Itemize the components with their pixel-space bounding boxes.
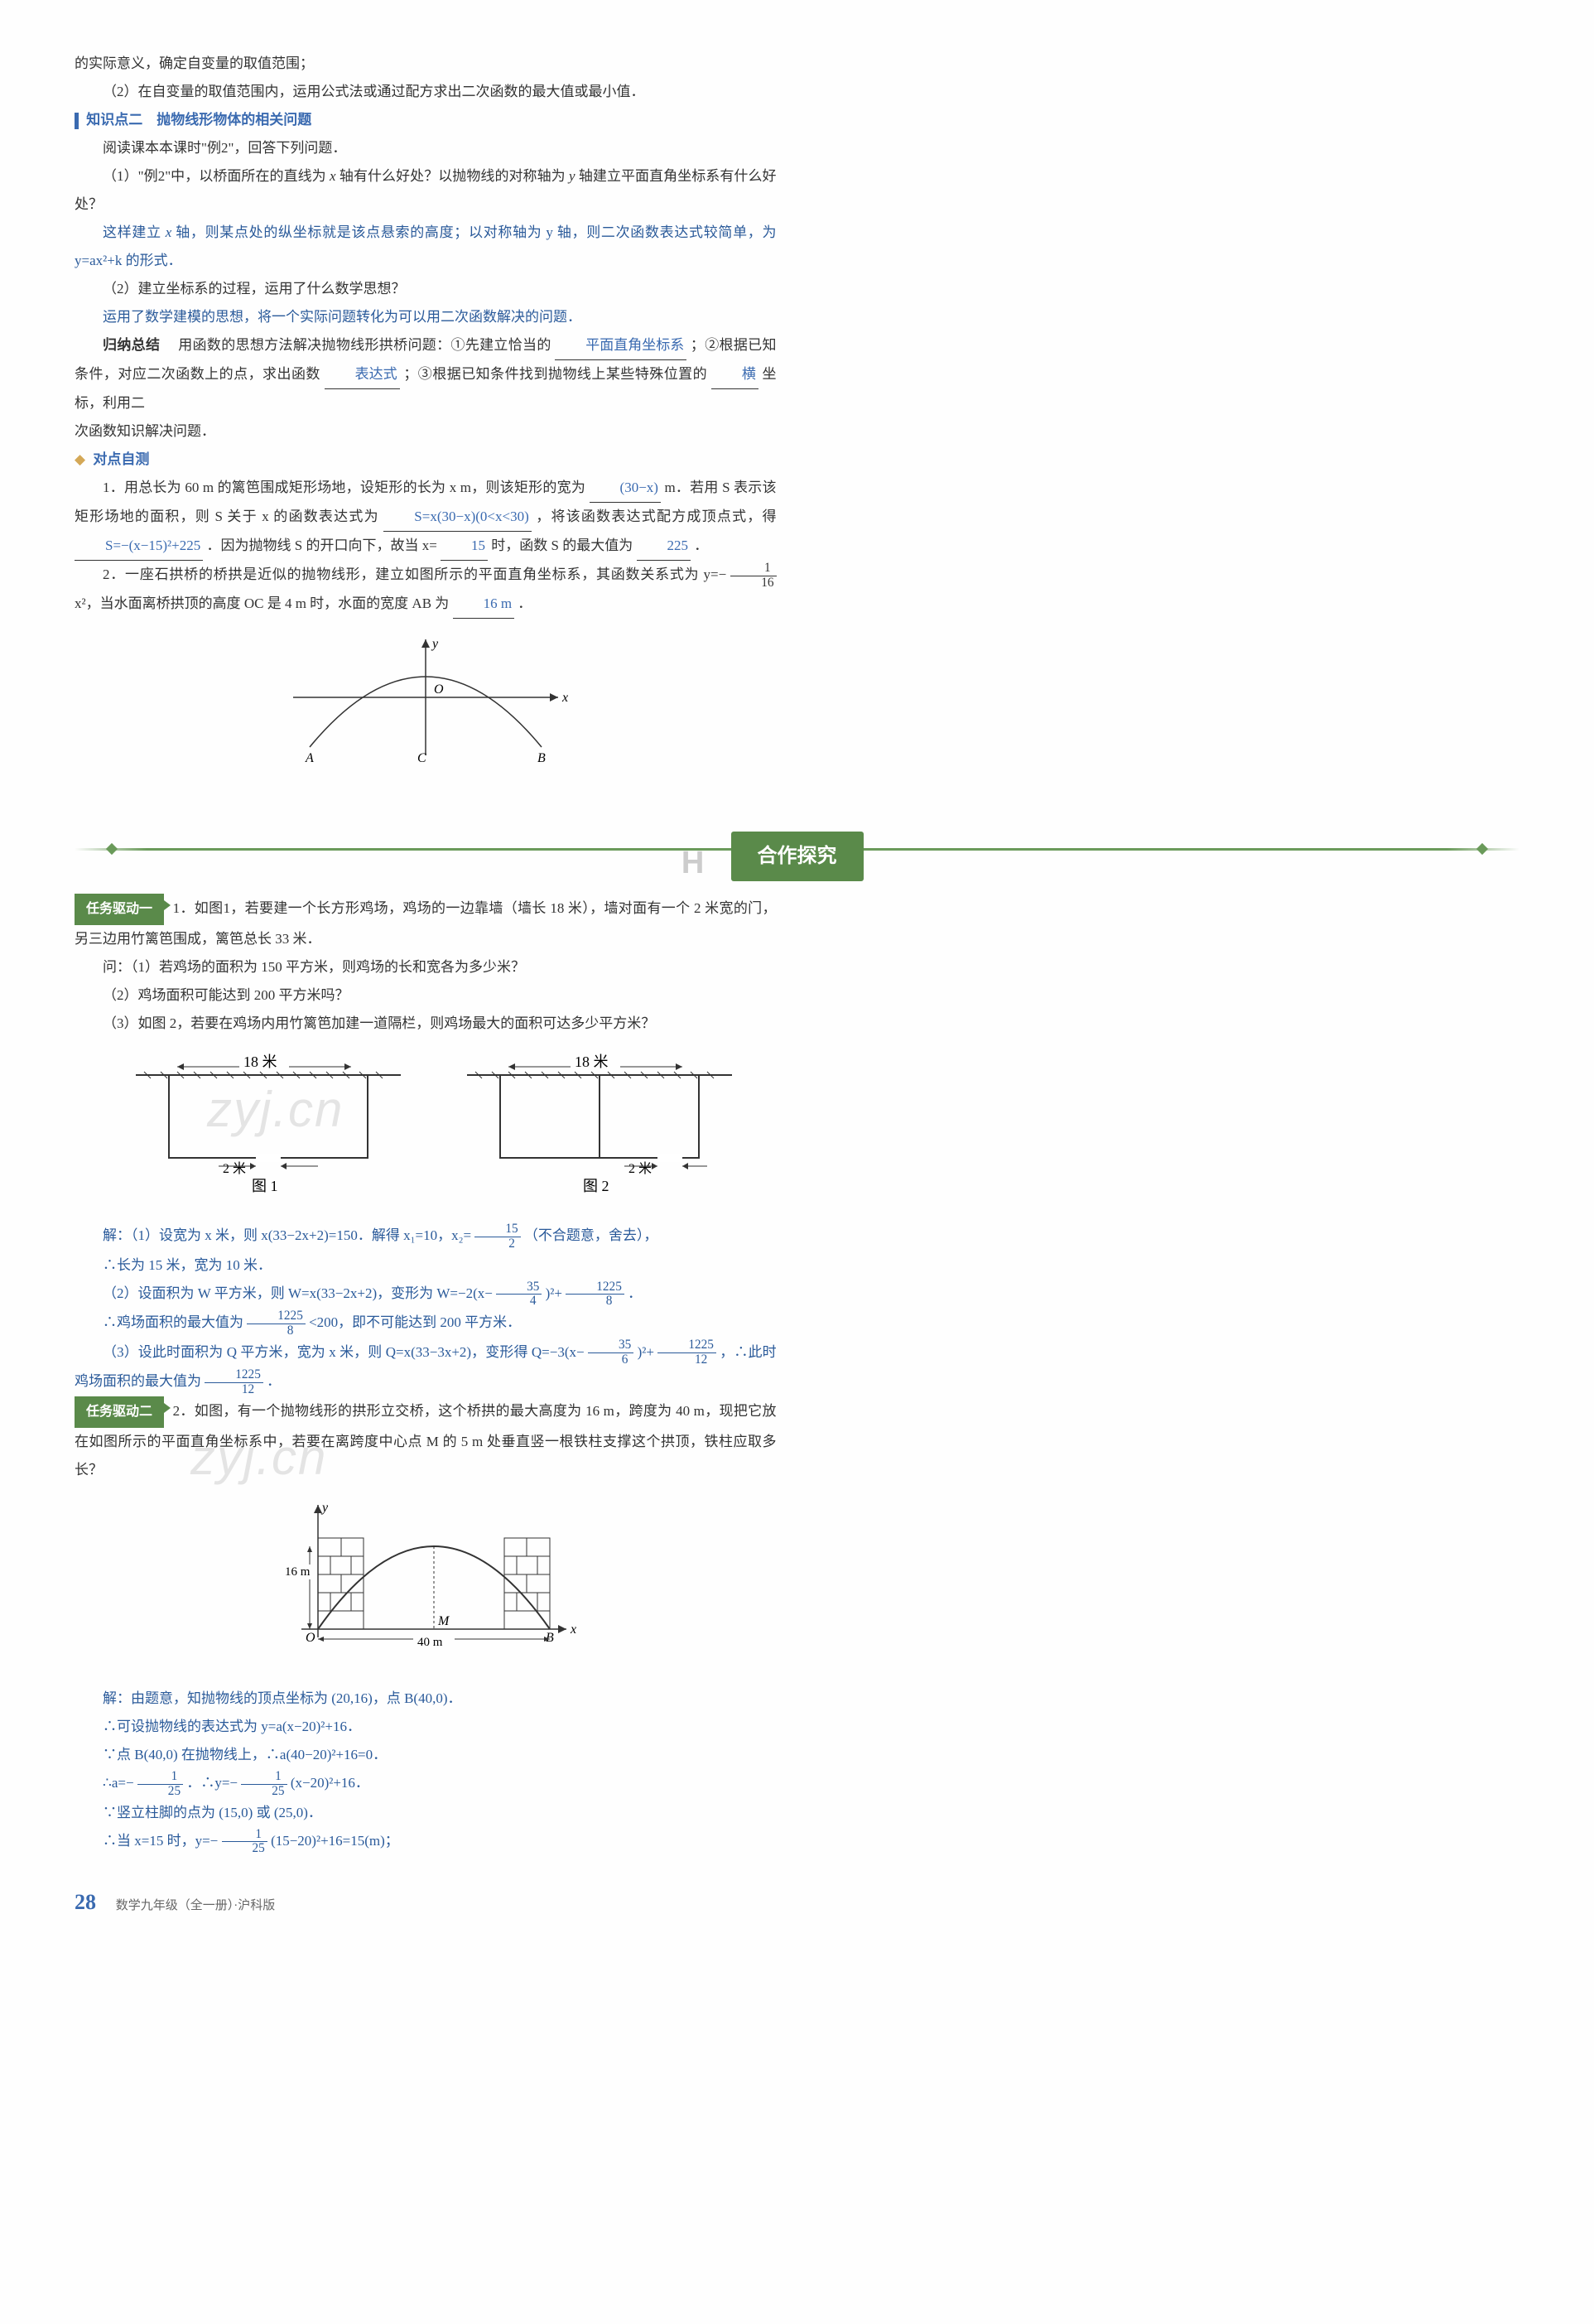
svg-text:B: B [537, 751, 546, 765]
task2-sol-l4: ∴a=− 125 ．∴y=− 125 (x−20)²+16． [75, 1769, 777, 1798]
parabola-diagram: O x y A B C [75, 631, 777, 782]
banner-letter: H [681, 832, 704, 894]
svg-text:M: M [437, 1614, 450, 1628]
task1-q1: 问：（1）若鸡场的面积为 150 平方米，则鸡场的长和宽各为多少米？ [75, 953, 777, 981]
left-summary: 归纳总结 用函数的思想方法解决抛物线形拱桥问题：①先建立恰当的 平面直角坐标系 … [75, 331, 777, 417]
section2-label: 知识点二 抛物线形物体的相关问题 [86, 112, 311, 128]
left-p5: 这样建立 x 轴，则某点处的纵坐标就是该点悬索的高度；以对称轴为 y 轴，则二次… [75, 219, 777, 275]
section2-header: 知识点二 抛物线形物体的相关问题 [75, 106, 777, 134]
banner-label: 合作探究 [731, 832, 864, 881]
task2-sol-l3: ∵点 B(40,0) 在抛物线上，∴a(40−20)²+16=0． [75, 1741, 777, 1769]
blank-3: 横 [711, 360, 758, 389]
left-p1: 的实际意义，确定自变量的取值范围； [75, 50, 777, 78]
svg-text:O: O [306, 1631, 315, 1645]
svg-text:O: O [434, 682, 444, 697]
section-bar-icon [75, 113, 79, 129]
svg-text:图 1: 图 1 [252, 1178, 278, 1194]
svg-text:y: y [431, 637, 439, 651]
task1-q3: （3）如图 2，若要在鸡场内用竹篱笆加建一道隔栏，则鸡场最大的面积可达多少平方米… [75, 1010, 777, 1038]
task2-sol-l1: 解：由题意，知抛物线的顶点坐标为 (20,16)，点 B(40,0)． [75, 1685, 777, 1713]
test-header: ◆ 对点自测 [75, 446, 777, 474]
svg-text:y: y [320, 1501, 329, 1515]
left-p7: 运用了数学建模的思想，将一个实际问题转化为可以用二次函数解决的问题． [75, 303, 777, 331]
task2-badge: 任务驱动二 [75, 1396, 164, 1428]
main-content: 的实际意义，确定自变量的取值范围； （2）在自变量的取值范围内，运用公式法或通过… [75, 50, 1519, 794]
svg-text:18 米: 18 米 [575, 1054, 609, 1070]
task2-sol-l6: ∴当 x=15 时，y=− 125 (15−20)²+16=15(m)； [75, 1827, 777, 1856]
task2-sol-l5: ∵竖立柱脚的点为 (15,0) 或 (25,0)． [75, 1799, 777, 1827]
svg-text:2 米: 2 米 [628, 1161, 652, 1176]
right-q1: 1．用总长为 60 m 的篱笆围成矩形场地，设矩形的长为 x m，则该矩形的宽为… [75, 474, 777, 561]
diamond-icon: ◆ [75, 451, 85, 467]
frac-q2: 116 [730, 562, 776, 591]
blank-q1b: S=x(30−x)(0<x<30) [383, 503, 531, 532]
blank-2: 表达式 [325, 360, 400, 389]
blank-q1a: (30−x) [590, 474, 661, 503]
svg-text:A: A [305, 751, 314, 765]
task1-sol1: 解：（1）设宽为 x 米，则 x(33−2x+2)=150．解得 x₁=10，x… [75, 1222, 777, 1251]
left-p2: （2）在自变量的取值范围内，运用公式法或通过配方求出二次函数的最大值或最小值． [75, 78, 777, 106]
task2-intro: 任务驱动二 2．如图，有一个抛物线形的拱形立交桥，这个桥拱的最大高度为 16 m… [75, 1396, 777, 1484]
task1-q2: （2）鸡场面积可能达到 200 平方米吗？ [75, 981, 777, 1010]
task1-intro: 任务驱动一 1．如图1，若要建一个长方形鸡场，鸡场的一边靠墙（墙长 18 米），… [75, 894, 777, 953]
explore-content: 任务驱动一 1．如图1，若要建一个长方形鸡场，鸡场的一边靠墙（墙长 18 米），… [75, 894, 1519, 1856]
right-p1: 次函数知识解决问题． [75, 417, 777, 446]
left-p3: 阅读课本本课时"例2"，回答下列问题． [75, 134, 777, 162]
page-number: 28 [75, 1890, 96, 1914]
svg-text:x: x [561, 691, 568, 705]
task1-sol2: （2）设面积为 W 平方米，则 W=x(33−2x+2)，变形为 W=−2(x−… [75, 1280, 777, 1309]
task2-sol-l2: ∴可设抛物线的表达式为 y=a(x−20)²+16． [75, 1713, 777, 1741]
task1-sol1b: ∴长为 15 米，宽为 10 米． [75, 1251, 777, 1280]
svg-text:2 米: 2 米 [223, 1161, 246, 1176]
right-q2: 2．一座石拱桥的桥拱是近似的抛物线形，建立如图所示的平面直角坐标系，其函数关系式… [75, 561, 777, 619]
svg-text:18 米: 18 米 [243, 1054, 277, 1070]
svg-text:16 m: 16 m [285, 1565, 311, 1579]
task1-sol3: （3）设此时面积为 Q 平方米，宽为 x 米，则 Q=x(33−3x+2)，变形… [75, 1338, 777, 1397]
blank-q1c: S=−(x−15)²+225 [75, 532, 203, 561]
section-banner: H 合作探究 [75, 827, 1519, 869]
blank-q1d: 15 [441, 532, 488, 561]
task1-sol2b: ∴鸡场面积的最大值为 12258 <200，即不可能达到 200 平方米． [75, 1309, 777, 1338]
task1-badge: 任务驱动一 [75, 894, 164, 925]
blank-1: 平面直角坐标系 [555, 331, 686, 360]
page-footer: 28 数学九年级（全一册）·沪科版 [75, 1881, 1519, 1924]
blank-q2: 16 m [453, 590, 514, 619]
left-p6: （2）建立坐标系的过程，运用了什么数学思想？ [75, 275, 777, 303]
svg-text:x: x [570, 1622, 576, 1637]
bridge-diagram: O x y B M 16 m 40 m [75, 1497, 777, 1672]
blank-q1e: 225 [637, 532, 691, 561]
left-p4: （1）"例2"中，以桥面所在的直线为 x 轴有什么好处？以抛物线的对称轴为 y … [75, 162, 777, 219]
summary-label: 归纳总结 [103, 337, 160, 353]
footer-text: 数学九年级（全一册）·沪科版 [116, 1899, 276, 1912]
svg-text:C: C [417, 751, 426, 765]
test-label: 对点自测 [93, 451, 149, 467]
svg-text:40 m: 40 m [417, 1636, 443, 1649]
rect-diagrams: 18 米 2 米 图 1 [75, 1050, 777, 1209]
svg-text:图 2: 图 2 [583, 1178, 609, 1194]
